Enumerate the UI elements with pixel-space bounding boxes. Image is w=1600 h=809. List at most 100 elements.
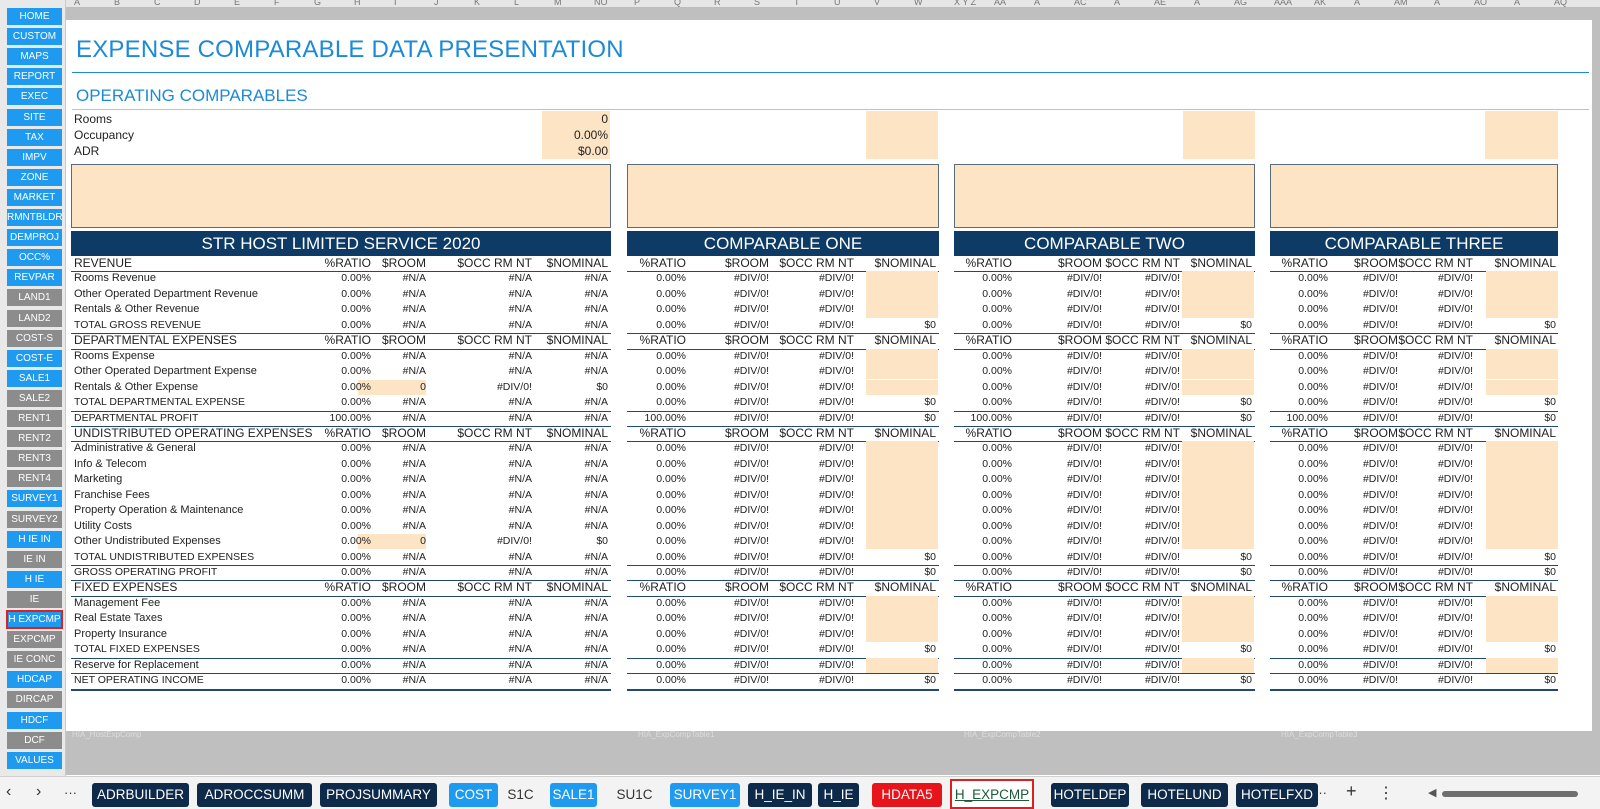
comp1-nominal-input-cell[interactable]	[866, 271, 938, 287]
comp3-nominal-input-cell[interactable]	[1486, 348, 1558, 365]
sheet-tab-h-ie[interactable]: H_IE	[818, 783, 859, 807]
nav-button-h-ie[interactable]: H IE	[7, 570, 62, 588]
host-room-input-cell[interactable]	[358, 534, 426, 550]
scroll-left-icon[interactable]: ◀	[1428, 787, 1437, 799]
comp1-nominal-input-cell[interactable]	[866, 456, 938, 473]
nav-button-expcmp[interactable]: EXPCMP	[7, 631, 62, 649]
nav-button-rent4[interactable]: RENT4	[7, 470, 62, 488]
comp2-nominal-input-cell[interactable]	[1182, 503, 1254, 519]
comp1-nominal-input-cell[interactable]	[866, 595, 938, 612]
sheet-tab-su1c[interactable]: SU1C	[616, 787, 653, 802]
nav-button-sale2[interactable]: SALE2	[7, 389, 62, 407]
comp3-nominal-input-cell[interactable]	[1486, 611, 1558, 627]
comp1-nominal-input-cell[interactable]	[866, 487, 938, 504]
comp2-nominal-input-cell[interactable]	[1182, 595, 1254, 612]
comp3-nominal-input-cell[interactable]	[1486, 379, 1558, 395]
comp1-stats-input-cells[interactable]	[866, 111, 938, 159]
sheet-tab-hotelfxd[interactable]: HOTELFXD	[1236, 783, 1318, 807]
nav-button-cost-e[interactable]: COST-E	[7, 349, 62, 367]
comp3-nominal-input-cell[interactable]	[1486, 534, 1558, 550]
nav-button-ie-in[interactable]: IE IN	[7, 550, 62, 568]
comp2-nominal-input-cell[interactable]	[1182, 518, 1254, 534]
more-tabs-left-icon[interactable]: ···	[64, 785, 77, 800]
sheet-tab-adrbuilder[interactable]: ADRBUILDER	[92, 783, 189, 807]
nav-button-site[interactable]: SITE	[7, 108, 62, 126]
comp1-notes-box[interactable]	[627, 164, 939, 228]
nav-button-sale1[interactable]: SALE1	[7, 369, 62, 387]
nav-button-dircap[interactable]: DIRCAP	[7, 691, 62, 709]
sheet-tab-hotelund[interactable]: HOTELUND	[1141, 783, 1228, 807]
comp1-nominal-input-cell[interactable]	[866, 626, 938, 643]
comp3-nominal-input-cell[interactable]	[1486, 518, 1558, 534]
nav-button-land1[interactable]: LAND1	[7, 289, 62, 307]
comp2-nominal-input-cell[interactable]	[1182, 611, 1254, 627]
comp3-nominal-input-cell[interactable]	[1486, 364, 1558, 380]
nav-button-land2[interactable]: LAND2	[7, 309, 62, 327]
comp1-nominal-input-cell[interactable]	[866, 657, 938, 674]
comp3-nominal-input-cell[interactable]	[1486, 271, 1558, 287]
comp1-nominal-input-cell[interactable]	[866, 379, 938, 395]
comp1-nominal-input-cell[interactable]	[866, 286, 938, 303]
comp3-nominal-input-cell[interactable]	[1486, 456, 1558, 473]
nav-button-rent2[interactable]: RENT2	[7, 430, 62, 448]
nav-button-impv[interactable]: IMPV	[7, 148, 62, 166]
sheet-tab-adroccsumm[interactable]: ADROCCSUMM	[197, 783, 312, 807]
nav-button-dcf[interactable]: DCF	[7, 731, 62, 749]
nav-button-rmntbldr[interactable]: RMNTBLDR	[7, 209, 62, 226]
comp2-stats-input-cells[interactable]	[1183, 111, 1255, 159]
sheet-tab-hoteldep[interactable]: HOTELDEP	[1051, 783, 1129, 807]
nav-button-ie[interactable]: IE	[7, 590, 62, 608]
comp2-notes-box[interactable]	[954, 164, 1255, 228]
sheet-tab-h-expcmp[interactable]: H_EXPCMP	[950, 779, 1034, 809]
nav-button-survey1[interactable]: SURVEY1	[7, 490, 62, 508]
comp2-nominal-input-cell[interactable]	[1182, 456, 1254, 473]
comp3-nominal-input-cell[interactable]	[1486, 302, 1558, 318]
nav-button-hdcap[interactable]: HDCAP	[7, 671, 62, 689]
nav-button-survey2[interactable]: SURVEY2	[7, 510, 62, 528]
nav-button-ie-conc[interactable]: IE CONC	[7, 651, 62, 669]
host-notes-box[interactable]	[71, 164, 611, 228]
nav-button-maps[interactable]: MAPS	[7, 48, 62, 66]
comp2-nominal-input-cell[interactable]	[1182, 286, 1254, 303]
comp1-nominal-input-cell[interactable]	[866, 611, 938, 627]
nav-button-market[interactable]: MARKET	[7, 188, 62, 206]
nav-button-rent3[interactable]: RENT3	[7, 450, 62, 468]
nav-button-tax[interactable]: TAX	[7, 128, 62, 146]
comp2-nominal-input-cell[interactable]	[1182, 441, 1254, 457]
comp3-nominal-input-cell[interactable]	[1486, 441, 1558, 457]
more-tabs-right-icon[interactable]: ···	[1314, 785, 1327, 800]
comp3-nominal-input-cell[interactable]	[1486, 626, 1558, 643]
nav-button-home[interactable]: HOME	[7, 8, 62, 25]
sheet-tab-sale1[interactable]: SALE1	[550, 783, 597, 807]
host-stats-input-cells[interactable]	[542, 111, 610, 159]
nav-button-zone[interactable]: ZONE	[7, 168, 62, 186]
sheet-tab-survey1[interactable]: SURVEY1	[670, 783, 740, 807]
nav-button-hdcf[interactable]: HDCF	[7, 711, 62, 729]
comp2-nominal-input-cell[interactable]	[1182, 348, 1254, 365]
nav-button-occ[interactable]: OCC%	[7, 249, 62, 267]
tab-scroll-prev-icon[interactable]: ‹	[6, 783, 12, 800]
add-sheet-icon[interactable]: +	[1346, 781, 1357, 801]
comp1-nominal-input-cell[interactable]	[866, 534, 938, 550]
comp2-nominal-input-cell[interactable]	[1182, 626, 1254, 643]
nav-button-demproj[interactable]: DEMPROJ	[7, 229, 62, 247]
sheet-tab-h-ie-in[interactable]: H_IE_IN	[748, 783, 812, 807]
nav-button-report[interactable]: REPORT	[7, 68, 62, 86]
nav-button-custom[interactable]: CUSTOM	[7, 28, 62, 46]
sheet-tab-cost[interactable]: COST	[449, 783, 498, 807]
sheet-tab-projsummary[interactable]: PROJSUMMARY	[320, 783, 437, 807]
nav-button-rent1[interactable]: RENT1	[7, 410, 62, 427]
sheet-tab-hdata5[interactable]: HDATA5	[872, 783, 942, 807]
comp2-nominal-input-cell[interactable]	[1182, 487, 1254, 504]
comp3-nominal-input-cell[interactable]	[1486, 487, 1558, 504]
comp2-nominal-input-cell[interactable]	[1182, 271, 1254, 287]
sheet-tab-s1c[interactable]: S1C	[507, 787, 534, 802]
horizontal-scrollbar[interactable]	[1442, 791, 1578, 797]
comp1-nominal-input-cell[interactable]	[866, 503, 938, 519]
comp2-nominal-input-cell[interactable]	[1182, 364, 1254, 380]
comp2-nominal-input-cell[interactable]	[1182, 534, 1254, 550]
nav-button-cost-s[interactable]: COST-S	[7, 329, 62, 347]
comp3-notes-box[interactable]	[1270, 164, 1558, 228]
comp2-nominal-input-cell[interactable]	[1182, 379, 1254, 395]
comp3-nominal-input-cell[interactable]	[1486, 657, 1558, 674]
